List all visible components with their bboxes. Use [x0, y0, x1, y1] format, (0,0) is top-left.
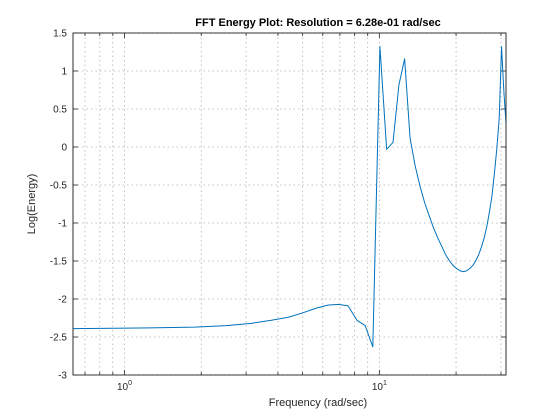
y-tick-label: 0.5: [53, 105, 67, 116]
x-tick-labels: 100 101: [117, 380, 387, 393]
y-tick-label: -0.5: [50, 181, 68, 192]
series-layer: [73, 46, 506, 348]
x-axis-label: Frequency (rad/sec): [269, 397, 367, 409]
energy-series-line: [73, 46, 506, 348]
y-tick-label: -1: [58, 219, 67, 230]
plot-frame: [72, 32, 507, 376]
y-tick-labels: 1.5 1 0.5 0 -0.5 -1 -1.5 -2 -2.5 -3: [50, 29, 68, 382]
y-tick-label: 1.5: [53, 29, 67, 40]
y-tick-label: 0: [61, 143, 67, 154]
y-tick-label: -3: [58, 371, 67, 382]
chart-title: FFT Energy Plot: Resolution = 6.28e-01 r…: [195, 17, 440, 29]
y-tick-label: -1.5: [50, 257, 68, 268]
x-tick-label: 100: [117, 380, 132, 393]
y-tick-label: -2.5: [50, 333, 68, 344]
y-axis-label: Log(Energy): [26, 174, 38, 235]
y-tick-label: -2: [58, 295, 67, 306]
y-tick-label: 1: [61, 67, 67, 78]
x-tick-label: 101: [372, 380, 387, 393]
plot-area: [72, 32, 507, 376]
